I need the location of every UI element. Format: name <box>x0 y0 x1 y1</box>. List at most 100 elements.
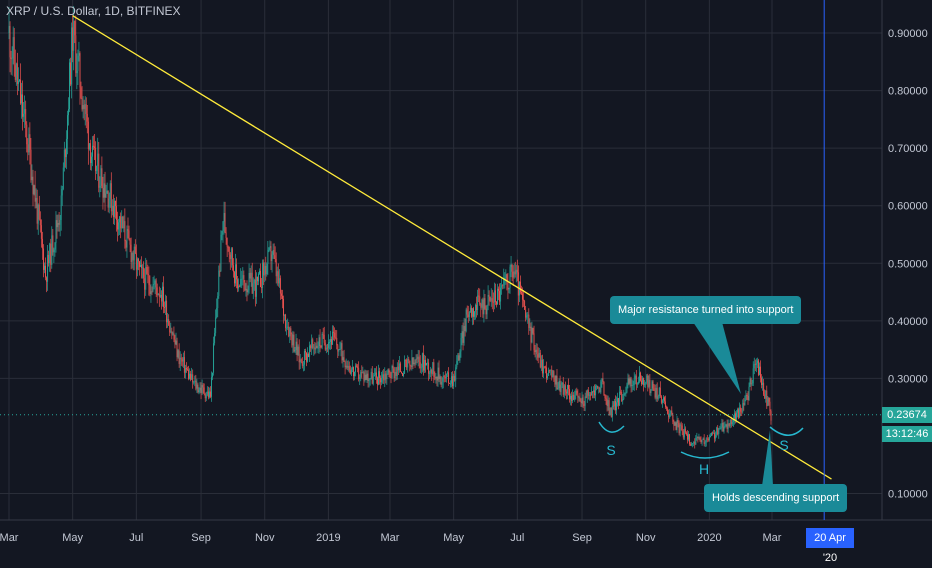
candle-body-343 <box>366 373 368 380</box>
candle-body-641 <box>677 420 679 423</box>
candle-body-85 <box>97 153 99 167</box>
candle-body-555 <box>587 390 589 396</box>
candle-body-64 <box>75 35 77 74</box>
candle-body-628 <box>664 397 665 402</box>
candle-body-143 <box>157 293 159 296</box>
candle-body-270 <box>290 328 292 335</box>
candle-body-208 <box>225 232 227 238</box>
shoulder-bracket-left <box>598 421 625 433</box>
candle-body-7 <box>15 63 17 80</box>
candle-body-283 <box>303 350 305 365</box>
candle-body-534 <box>565 391 567 394</box>
shoulder-bracket-right <box>769 426 804 436</box>
candle-body-493 <box>523 299 525 301</box>
candle-body-111 <box>124 221 126 242</box>
candle-body-219 <box>237 279 239 289</box>
candle-body-660 <box>697 437 699 439</box>
candle-body-614 <box>649 379 651 394</box>
candle-body-118 <box>131 252 133 262</box>
candle-body-682 <box>720 427 722 429</box>
candle-body-705 <box>744 399 746 405</box>
candle-body-340 <box>363 372 365 381</box>
candle-body-514 <box>545 366 546 368</box>
candle-body-624 <box>659 387 661 397</box>
candle-body-72 <box>83 105 85 109</box>
candle-body-41 <box>51 235 53 265</box>
candle-body-169 <box>184 368 186 373</box>
y-tick-label: 0.60000 <box>888 201 928 213</box>
candle-body-173 <box>189 373 191 379</box>
candle-body-215 <box>232 265 234 272</box>
candle-body-536 <box>568 385 569 390</box>
candle-body-398 <box>423 359 425 371</box>
candle-body-429 <box>456 361 458 368</box>
candle-body-432 <box>459 351 461 361</box>
candle-body-474 <box>503 278 505 286</box>
candle-body-421 <box>447 372 449 383</box>
candle-body-46 <box>56 220 58 228</box>
candle-body-366 <box>390 377 392 379</box>
candle-body-86 <box>98 153 100 188</box>
candle-body-465 <box>493 290 495 303</box>
candle-body-467 <box>495 301 497 305</box>
candle-body-260 <box>279 278 281 294</box>
candle-body-183 <box>199 387 201 391</box>
candle-body-651 <box>688 434 689 440</box>
x-tick-label: May <box>443 532 464 544</box>
candle-body-100 <box>112 205 114 218</box>
candle-body-642 <box>678 422 680 434</box>
candle-body-39 <box>49 243 51 264</box>
candle-body-27 <box>36 197 38 224</box>
candle-body-229 <box>247 290 249 293</box>
candle-body-629 <box>665 401 666 408</box>
candle-body-621 <box>656 387 658 399</box>
candle-body-546 <box>578 397 580 399</box>
candle-body-251 <box>270 246 272 262</box>
candle-body-15 <box>24 109 26 114</box>
candle-body-61 <box>72 27 74 51</box>
candle-body-206 <box>223 213 225 222</box>
candle-body-553 <box>585 396 587 398</box>
candle-body-658 <box>695 437 697 445</box>
resistance-callout[interactable]: Major resistance turned into support <box>610 296 802 324</box>
candle-body-386 <box>411 357 413 367</box>
candle-body-557 <box>589 394 591 396</box>
candle-body-419 <box>445 373 447 379</box>
candle-body-727 <box>767 397 769 406</box>
candle-body-145 <box>159 294 161 297</box>
candle-body-146 <box>160 294 162 302</box>
x-tick-label: 2019 <box>316 532 340 544</box>
candle-body-633 <box>669 413 671 418</box>
candle-body-610 <box>645 382 647 384</box>
candle-body-577 <box>610 407 612 417</box>
candle-body-549 <box>581 397 583 404</box>
candle-body-430 <box>457 355 459 362</box>
candle-body-405 <box>431 369 433 374</box>
candle-body-261 <box>280 293 282 296</box>
candle-body-209 <box>226 237 228 247</box>
candle-body-242 <box>261 287 263 288</box>
price-chart[interactable]: 0.90000 0.80000 0.70000 0.60000 0.50000 0.400… <box>0 0 932 550</box>
candle-body-550 <box>582 397 584 405</box>
candle-body-701 <box>740 407 742 412</box>
candle-body-667 <box>704 442 706 444</box>
candle-body-262 <box>282 295 283 299</box>
candle-body-138 <box>152 284 154 292</box>
candle-body-504 <box>534 350 536 353</box>
candle-body-238 <box>256 276 258 282</box>
candle-body-58 <box>69 62 70 110</box>
candle-body-301 <box>322 333 324 335</box>
candle-body-17 <box>26 124 28 145</box>
candle-body-461 <box>489 296 491 301</box>
candle-body-344 <box>367 373 369 381</box>
candle-body-159 <box>174 339 176 345</box>
resistance-callout-pointer <box>693 322 741 394</box>
y-tick-label: 0.40000 <box>888 316 928 328</box>
candle-body-381 <box>406 359 408 368</box>
candle-body-276 <box>296 341 298 356</box>
support-callout[interactable]: Holds descending support <box>704 484 848 512</box>
candle-body-396 <box>421 353 423 368</box>
candle-body-171 <box>187 369 188 371</box>
candle-body-509 <box>539 352 541 368</box>
